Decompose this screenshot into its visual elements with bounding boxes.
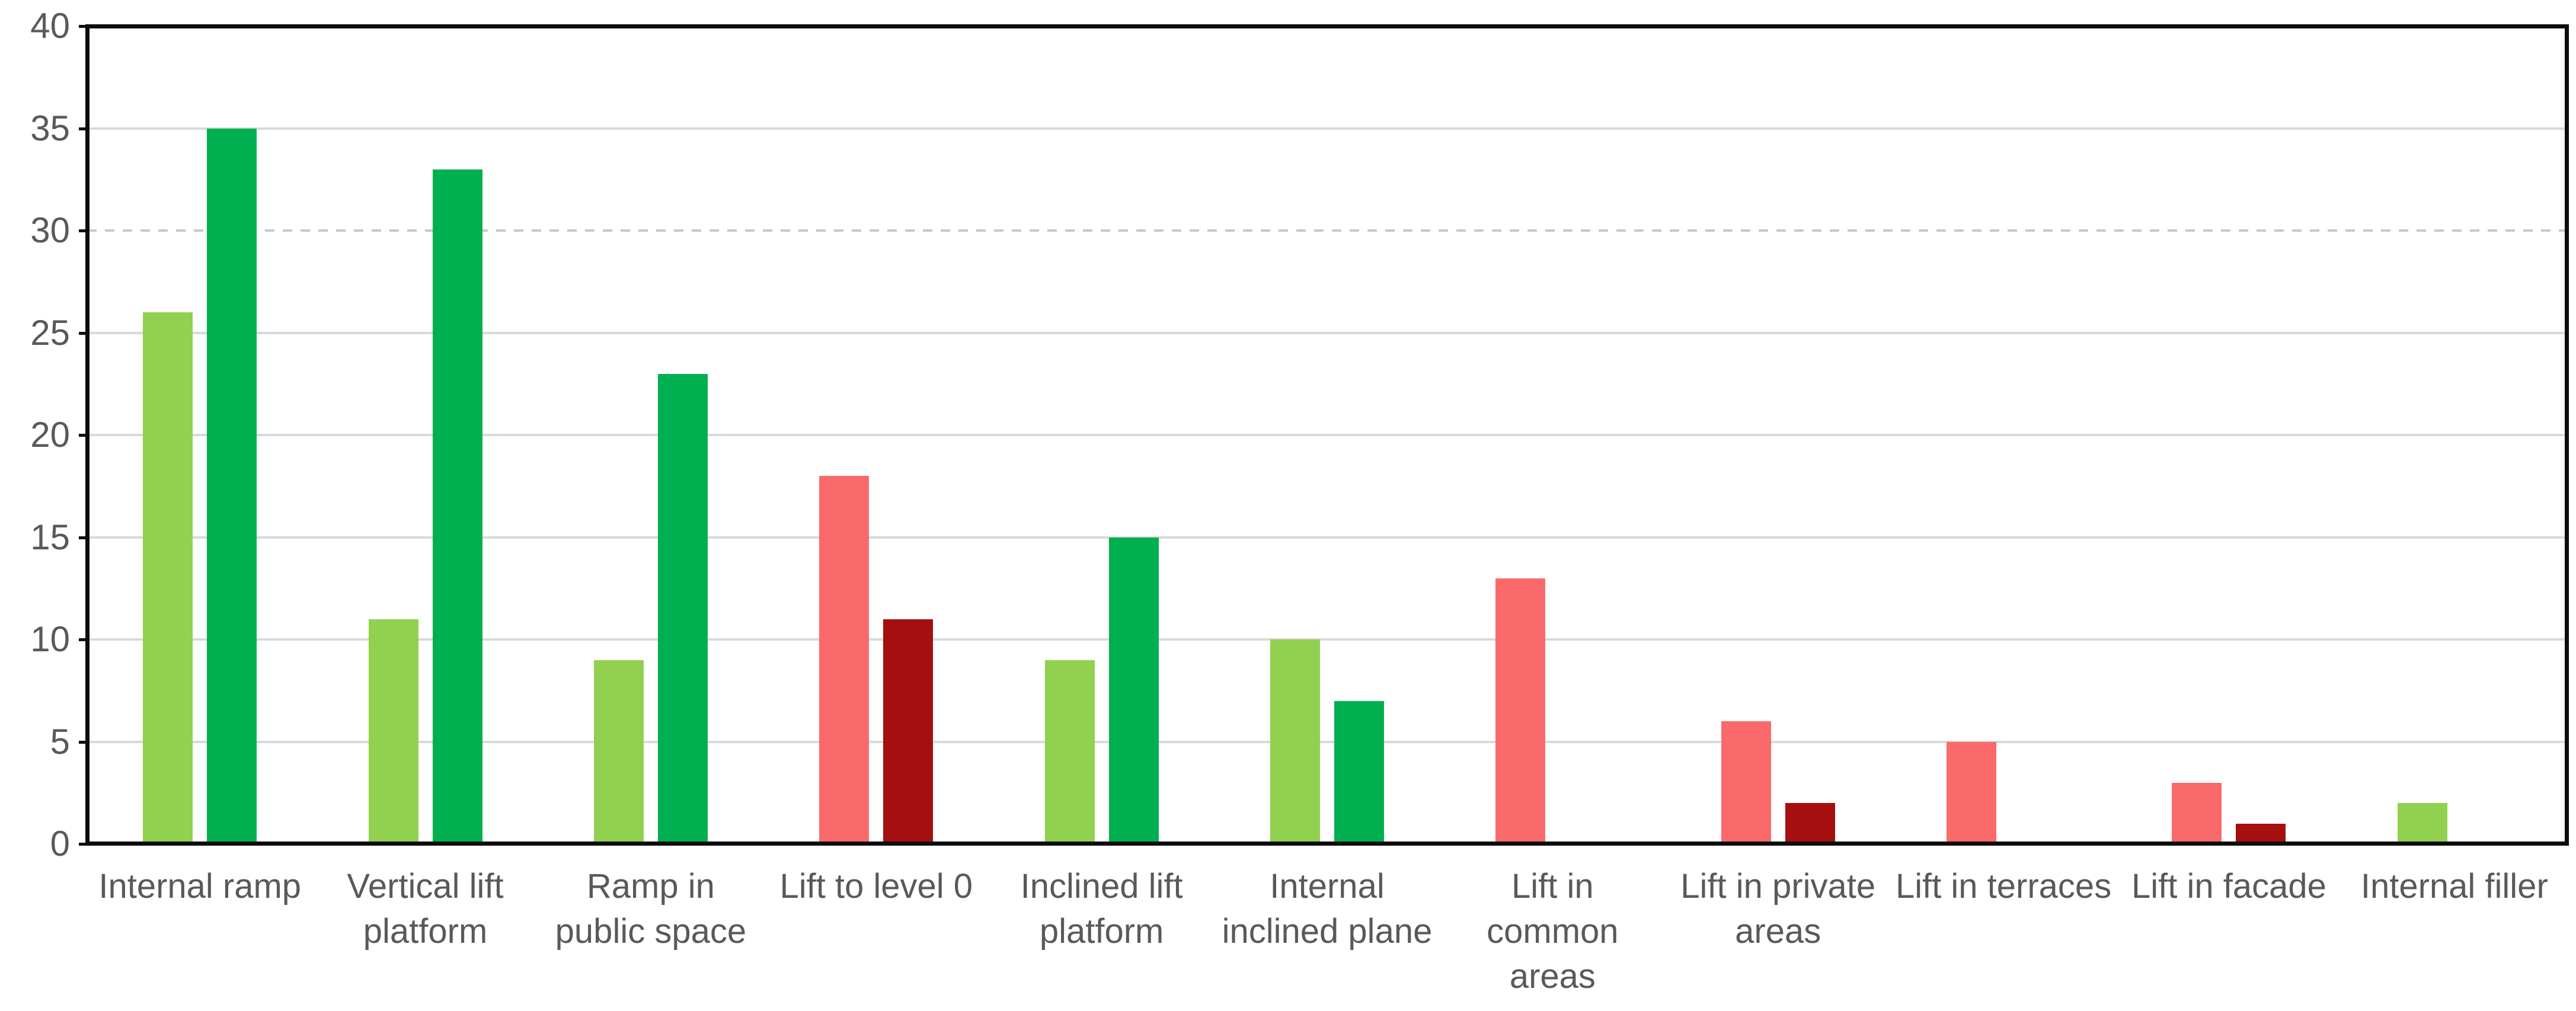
y-axis-tick-mark-25 bbox=[79, 331, 87, 335]
y-axis-tick-mark-5 bbox=[79, 740, 87, 744]
x-axis-category-label-line: Internal ramp bbox=[98, 867, 302, 906]
y-axis-tick-mark-10 bbox=[79, 638, 87, 641]
x-axis-category-label-line: platform bbox=[1039, 912, 1164, 951]
x-axis-category-label-line: Inclined lift bbox=[1020, 867, 1183, 906]
x-axis-category-label-line: Lift in private bbox=[1680, 867, 1876, 906]
gridline-35 bbox=[87, 127, 2567, 130]
x-axis-category-label-line: Internal bbox=[1270, 867, 1385, 906]
x-axis-category-label-line: common bbox=[1487, 912, 1619, 951]
x-axis-category-label-line: public space bbox=[555, 912, 747, 951]
bar-internal-inclined-plane-series1 bbox=[1270, 639, 1320, 844]
gridline-5 bbox=[87, 740, 2567, 743]
bar-vertical-lift-platform-series2 bbox=[432, 169, 482, 844]
bar-lift-in-terraces-series1 bbox=[1947, 741, 1997, 844]
y-axis-tick-label-10: 10 bbox=[30, 619, 70, 659]
gridline-10 bbox=[87, 638, 2567, 641]
y-axis-tick-label-15: 15 bbox=[30, 517, 70, 557]
y-axis-tick-mark-40 bbox=[79, 25, 87, 28]
bar-inclined-lift-platform-series2 bbox=[1108, 537, 1159, 844]
bar-lift-in-common-areas-series1 bbox=[1495, 578, 1546, 844]
bar-lift-in-facade-series1 bbox=[2172, 782, 2222, 844]
bar-lift-to-level-0-series2 bbox=[883, 619, 934, 844]
bar-vertical-lift-platform-series1 bbox=[368, 619, 418, 844]
x-axis-category-label-internal-filler: Internal filler bbox=[2229, 864, 2576, 909]
x-axis-category-label-line: areas bbox=[1735, 912, 1821, 951]
x-axis-category-label-line: Lift to level 0 bbox=[779, 867, 973, 906]
y-axis-tick-label-30: 30 bbox=[30, 210, 70, 250]
bar-lift-in-facade-series2 bbox=[2236, 823, 2286, 844]
y-axis-tick-label-0: 0 bbox=[50, 824, 70, 863]
x-axis-category-label-internal-ramp: Internal ramp bbox=[0, 864, 426, 909]
bar-internal-ramp-series1 bbox=[143, 312, 193, 844]
bar-ramp-in-public-space-series1 bbox=[593, 660, 644, 844]
gridline-25 bbox=[87, 331, 2567, 334]
x-axis-category-label-line: inclined plane bbox=[1222, 912, 1433, 951]
y-axis-tick-mark-20 bbox=[79, 434, 87, 437]
bar-internal-ramp-series2 bbox=[207, 128, 257, 844]
gridline-20 bbox=[87, 434, 2567, 436]
x-axis-category-label-lift-in-private-areas: Lift in private areas bbox=[1552, 864, 2003, 954]
x-axis-category-label-line: Lift in terraces bbox=[1895, 867, 2112, 906]
y-axis-tick-mark-15 bbox=[79, 536, 87, 539]
x-axis-category-label-ramp-in-public-space: Ramp in public space bbox=[426, 864, 877, 954]
bar-internal-filler-series1 bbox=[2397, 803, 2447, 844]
x-axis-category-label-line: Vertical lift bbox=[347, 867, 504, 906]
x-axis-category-label-lift-in-facade: Lift in facade bbox=[2003, 864, 2454, 909]
x-axis-category-label-line: areas bbox=[1509, 957, 1596, 996]
x-axis-category-label-line: Internal filler bbox=[2360, 867, 2548, 906]
x-axis-category-label-line: Lift in facade bbox=[2131, 867, 2326, 906]
x-axis-category-label-lift-in-common-areas: Lift in common areas bbox=[1327, 864, 1778, 999]
gridline-30 bbox=[87, 229, 2567, 232]
y-axis-tick-mark-30 bbox=[79, 229, 87, 232]
x-axis-category-label-line: Lift in bbox=[1511, 867, 1594, 906]
y-axis-tick-mark-0 bbox=[79, 843, 87, 846]
x-axis-category-label-vertical-lift-platform: Vertical lift platform bbox=[200, 864, 651, 954]
bar-internal-inclined-plane-series2 bbox=[1334, 700, 1384, 844]
x-axis-category-label-lift-in-terraces: Lift in terraces bbox=[1778, 864, 2229, 909]
bar-lift-in-private-areas-series2 bbox=[1785, 803, 1835, 844]
bar-inclined-lift-platform-series1 bbox=[1044, 660, 1095, 844]
x-axis-category-label-line: platform bbox=[363, 912, 488, 951]
x-axis-category-label-inclined-lift-platform: Inclined lift platform bbox=[876, 864, 1327, 954]
x-axis-category-label-line: Ramp in bbox=[586, 867, 715, 906]
bar-lift-in-private-areas-series1 bbox=[1721, 721, 1771, 844]
bar-lift-to-level-0-series1 bbox=[819, 476, 870, 844]
gridline-15 bbox=[87, 536, 2567, 539]
y-axis-tick-label-5: 5 bbox=[50, 721, 70, 762]
x-axis-category-label-internal-inclined-plane: Internal inclined plane bbox=[1102, 864, 1553, 954]
x-axis-category-label-lift-to-level-0: Lift to level 0 bbox=[651, 864, 1102, 909]
y-axis-tick-label-35: 35 bbox=[30, 108, 70, 148]
y-axis-tick-mark-35 bbox=[79, 127, 87, 130]
bar-ramp-in-public-space-series2 bbox=[657, 373, 708, 844]
y-axis-tick-label-25: 25 bbox=[30, 312, 70, 353]
y-axis-tick-label-40: 40 bbox=[30, 6, 70, 46]
y-axis-tick-label-20: 20 bbox=[30, 415, 70, 455]
